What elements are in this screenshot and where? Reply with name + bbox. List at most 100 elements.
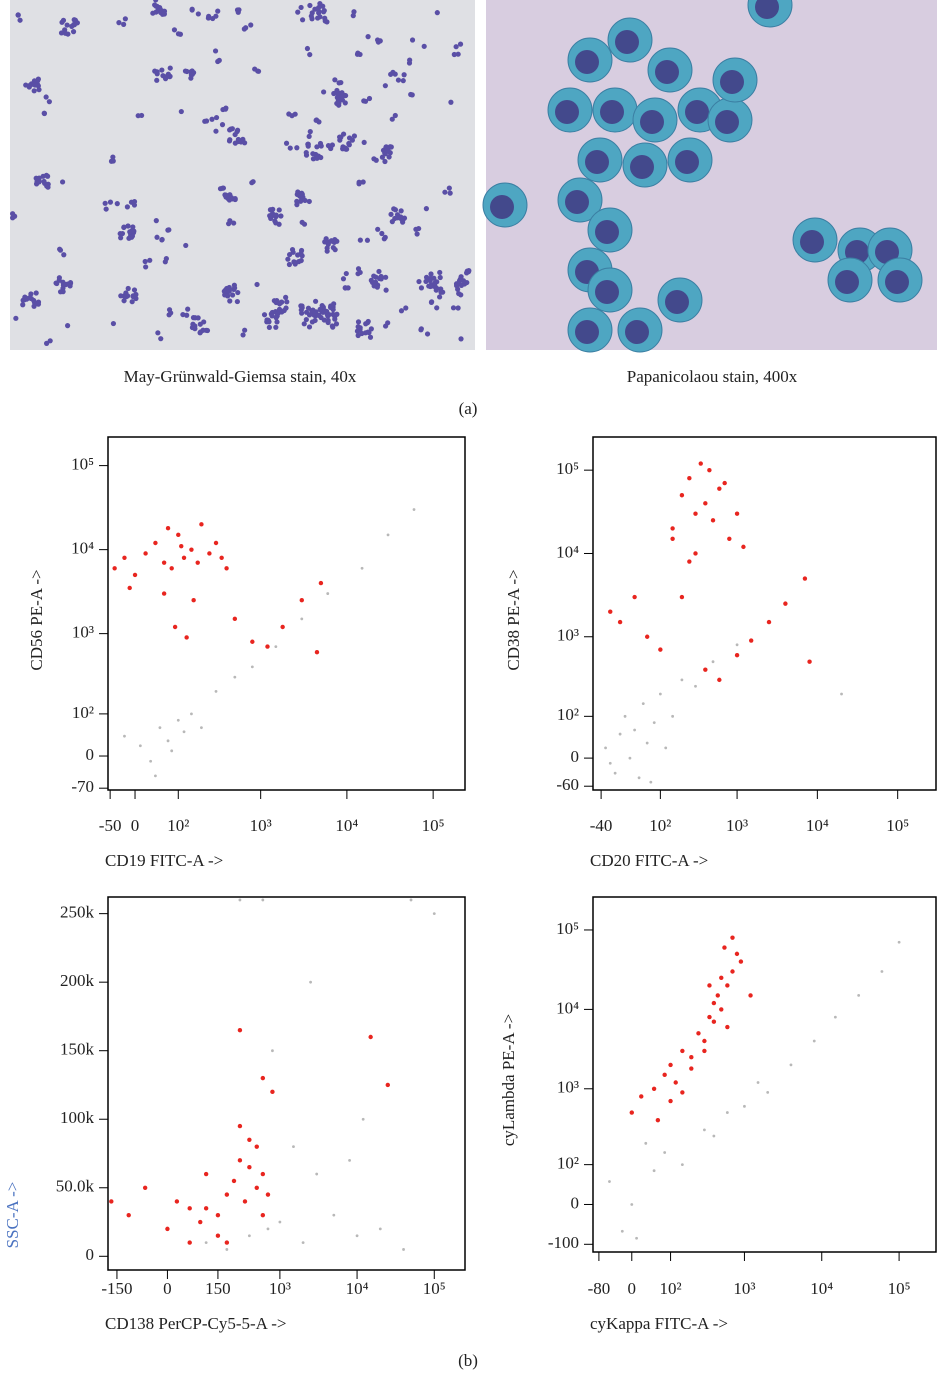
cell xyxy=(428,271,434,277)
cell xyxy=(299,303,305,309)
event-point xyxy=(203,1171,209,1177)
event-point xyxy=(165,525,171,531)
event-point xyxy=(237,1158,243,1163)
cell xyxy=(139,112,145,119)
event-point xyxy=(696,1031,701,1036)
event-point xyxy=(748,993,753,998)
cell xyxy=(153,3,159,9)
event-point xyxy=(242,1199,248,1204)
event-point xyxy=(386,533,390,537)
cell xyxy=(261,312,268,318)
event-point xyxy=(231,1178,237,1184)
event-point xyxy=(247,1165,252,1170)
cell xyxy=(226,284,232,291)
y-tick-label: 0 xyxy=(571,747,580,766)
cell xyxy=(327,304,334,310)
nucleus xyxy=(625,320,649,344)
x-tick-label: 10³ xyxy=(726,816,748,835)
event-point xyxy=(719,975,724,980)
event-point xyxy=(326,592,330,595)
event-point xyxy=(224,1240,230,1245)
cell xyxy=(210,15,216,22)
cell xyxy=(382,323,389,329)
cell xyxy=(317,306,323,312)
y-tick-label: -60 xyxy=(556,775,579,794)
cell xyxy=(379,154,386,160)
cell xyxy=(355,332,361,339)
cell xyxy=(65,323,71,329)
y-tick-label: 10⁵ xyxy=(556,459,579,478)
cell xyxy=(299,191,305,197)
cell xyxy=(339,90,345,96)
cell xyxy=(312,298,319,304)
event-point xyxy=(260,1075,266,1081)
event-point xyxy=(703,667,708,672)
event-point xyxy=(711,1000,717,1006)
event-point xyxy=(766,619,772,625)
cell xyxy=(423,206,429,212)
nucleus xyxy=(490,195,514,219)
event-point xyxy=(662,1072,667,1078)
event-point xyxy=(630,1203,634,1206)
nucleus xyxy=(685,100,709,124)
cell xyxy=(307,129,313,135)
y-tick-label: 10⁵ xyxy=(556,919,579,938)
event-point xyxy=(689,1066,694,1071)
cell xyxy=(155,330,161,336)
cell xyxy=(118,235,124,241)
event-point xyxy=(628,756,632,760)
event-point xyxy=(641,702,645,706)
cell xyxy=(70,29,77,35)
cell xyxy=(241,26,247,32)
y-axis-label: cyLambda PE-A -> xyxy=(499,1014,518,1146)
cell xyxy=(267,207,274,213)
cell xyxy=(28,291,34,297)
cell xyxy=(227,137,233,143)
cell xyxy=(366,95,373,102)
cell xyxy=(458,336,464,342)
nucleus xyxy=(585,150,609,174)
event-point xyxy=(635,1236,638,1240)
y-tick-label: 10⁵ xyxy=(71,455,94,474)
cell xyxy=(46,99,52,105)
event-point xyxy=(332,1213,336,1217)
cell xyxy=(340,276,347,282)
event-point xyxy=(238,898,242,902)
event-point xyxy=(702,1048,707,1054)
cell xyxy=(303,309,310,315)
cell xyxy=(433,287,439,293)
cell xyxy=(426,283,432,289)
cell xyxy=(45,173,51,179)
cell xyxy=(231,220,237,226)
event-point xyxy=(204,1241,208,1244)
event-point xyxy=(161,560,167,565)
event-point xyxy=(608,761,612,765)
cell xyxy=(273,324,279,330)
cell xyxy=(418,285,425,291)
event-point xyxy=(702,1038,707,1044)
cell xyxy=(33,290,39,296)
event-point xyxy=(707,467,712,473)
cell xyxy=(298,4,304,11)
event-point xyxy=(722,480,727,486)
cell xyxy=(162,76,169,82)
cell xyxy=(434,10,440,16)
event-point xyxy=(711,660,715,664)
cell xyxy=(283,294,289,300)
cell xyxy=(336,80,342,86)
cell xyxy=(392,71,398,77)
event-point xyxy=(112,566,117,571)
cell xyxy=(381,236,387,242)
event-point xyxy=(717,486,722,491)
cell xyxy=(330,324,336,330)
event-point xyxy=(191,598,196,603)
event-point xyxy=(378,1227,382,1231)
event-point xyxy=(182,730,186,734)
cell xyxy=(41,178,47,185)
event-point xyxy=(715,993,720,998)
cell xyxy=(364,237,371,243)
event-point xyxy=(149,759,153,763)
cell xyxy=(388,211,394,217)
event-point xyxy=(213,540,219,546)
